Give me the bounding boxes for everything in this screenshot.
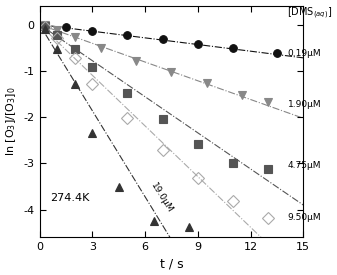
Text: 1.90μM: 1.90μM [287,100,321,109]
Text: [DMS$_{(aq)}$]: [DMS$_{(aq)}$] [287,6,333,21]
Text: 4.75μM: 4.75μM [287,161,321,170]
Text: 9.50μM: 9.50μM [287,213,321,222]
Text: 274.4K: 274.4K [50,193,89,203]
Text: 0.19μM: 0.19μM [287,49,321,58]
Y-axis label: ln [O$_3$]/[O$_3$]$_0$: ln [O$_3$]/[O$_3$]$_0$ [4,87,18,156]
X-axis label: t / s: t / s [160,258,183,271]
Text: 19.0μM: 19.0μM [149,182,174,215]
